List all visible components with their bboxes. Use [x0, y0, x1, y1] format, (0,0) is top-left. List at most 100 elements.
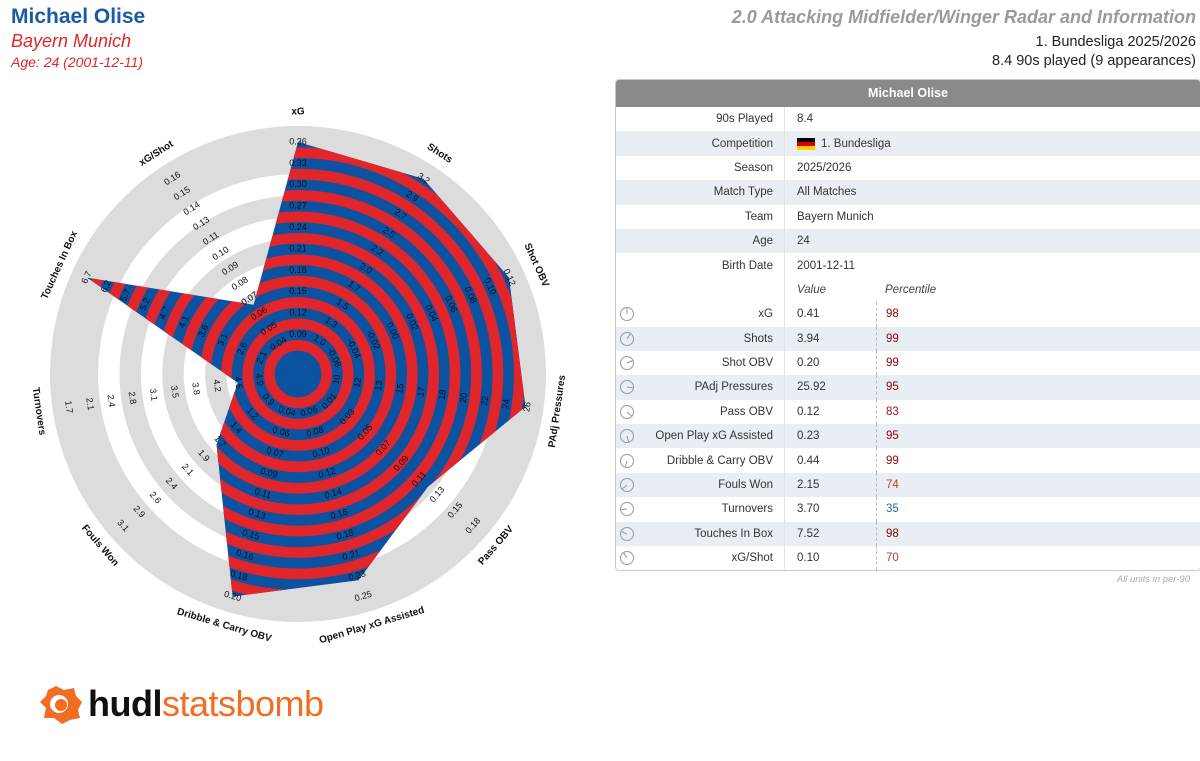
- radar-tick-label: 0.25: [353, 589, 373, 604]
- radar-tick-label: 2.4: [105, 394, 117, 408]
- dial-icon: [616, 306, 638, 322]
- radar-tick-label: 0.07: [265, 445, 285, 460]
- metric-value: 7.52: [784, 521, 876, 547]
- metric-value: 0.44: [784, 448, 876, 473]
- info-row-value: Bayern Munich: [784, 204, 874, 229]
- radar-tick-label: 0.06: [299, 404, 319, 419]
- info-row: Team Bayern Munich: [616, 204, 1200, 229]
- radar-tick-label: 17: [415, 386, 426, 397]
- radar-tick-label: 20: [458, 392, 469, 403]
- metric-row: Fouls Won 2.15 74: [616, 472, 1200, 498]
- dial-icon: [616, 501, 638, 517]
- radar-tick-label: 13: [373, 380, 384, 391]
- radar-chart: 0.09 0.12 0.15 0.18 0.21 0.24 0.27 0.30 0.33 0.36…: [30, 107, 568, 645]
- radar-tick-label: 6.7: [79, 270, 93, 286]
- metric-value: 0.41: [784, 302, 876, 327]
- radar-tick-label: 0.18: [289, 265, 307, 275]
- radar-tick-label: 0.16: [235, 548, 255, 563]
- info-row-label: Season: [733, 161, 773, 174]
- info-row-label: Age: [752, 235, 773, 248]
- radar-core: [280, 356, 316, 392]
- hudl-statsbomb-logo: hudl statsbomb: [40, 683, 324, 725]
- metric-row: Dribble & Carry OBV 0.44 99: [616, 448, 1200, 473]
- metric-column-header: Value Percentile: [616, 277, 1200, 303]
- dial-icon: [616, 404, 638, 420]
- competition-line: 1. Bundesliga 2025/2026: [1035, 34, 1196, 50]
- metric-percentile: 70: [876, 546, 899, 571]
- radar-tick-label: 2.8: [127, 391, 139, 405]
- info-row: 90s Played 8.4: [616, 107, 1200, 132]
- radar-tick-label: 0.18: [229, 568, 249, 583]
- metric-value: 2.15: [784, 472, 876, 498]
- radar-tick-label: 0.11: [253, 486, 272, 500]
- radar-tick-label: 4.5: [233, 376, 245, 390]
- metric-value: 0.10: [784, 546, 876, 571]
- info-row-label: Competition: [711, 137, 773, 150]
- info-row-label: Team: [744, 210, 773, 223]
- radar-tick-label: 0.15: [241, 527, 261, 542]
- metric-percentile: 95: [876, 424, 899, 449]
- info-row: Match Type All Matches: [616, 180, 1200, 205]
- metric-label: xG: [758, 308, 773, 321]
- metric-percentile: 98: [876, 302, 899, 327]
- radar-tick-label: 3.5: [169, 385, 181, 399]
- radar-tick-label: 0.15: [289, 286, 307, 296]
- metric-value: 25.92: [784, 375, 876, 400]
- info-rows: 90s Played 8.4 Competition 1. Bundesliga Sea…: [616, 107, 1200, 278]
- radar-tick-label: 0.10: [311, 445, 331, 460]
- info-row: Season 2025/2026: [616, 155, 1200, 181]
- radar-tick-label: 0.24: [289, 222, 307, 232]
- metric-percentile: 98: [876, 521, 899, 547]
- radar-axis-label: xG: [291, 107, 305, 118]
- info-row-value: 24: [784, 228, 810, 254]
- info-row: Age 24: [616, 228, 1200, 254]
- metric-rows: xG 0.41 98 Shots 3.94 99 Shot OBV 0.20 99 PAdj Pr…: [616, 302, 1200, 571]
- metric-label: Shots: [743, 332, 773, 345]
- radar-tick-label: 0.21: [289, 243, 307, 253]
- radar-tick-label: 22: [479, 395, 490, 406]
- table-title: Michael Olise: [616, 80, 1200, 107]
- info-row-label: 90s Played: [716, 113, 773, 126]
- radar-tick-label: 3.8: [190, 382, 202, 396]
- dial-icon: [616, 355, 638, 371]
- metric-percentile: 35: [876, 497, 899, 522]
- dial-icon: [616, 477, 638, 493]
- metric-row: Turnovers 3.70 35: [616, 497, 1200, 522]
- radar-tick-label: 6.2: [99, 278, 113, 294]
- metric-label: xG/Shot: [731, 552, 773, 565]
- metric-value: 3.70: [784, 497, 876, 522]
- metric-value: 0.23: [784, 424, 876, 449]
- metric-row: Open Play xG Assisted 0.23 95: [616, 424, 1200, 449]
- metric-label: Dribble & Carry OBV: [666, 454, 773, 467]
- radar-stripe: [242, 318, 354, 430]
- radar-tick-label: 1.7: [63, 400, 75, 414]
- metric-value: 0.12: [784, 399, 876, 425]
- info-row: Birth Date 2001-12-11: [616, 253, 1200, 278]
- radar-tick-label: 3.1: [148, 388, 160, 402]
- radar-tick-label: 5.2: [138, 296, 152, 312]
- radar-tick-label: 5.7: [118, 287, 132, 303]
- metric-label: Shot OBV: [721, 357, 773, 370]
- statsbomb-logo-icon: [40, 686, 82, 724]
- info-row-value: 2001-12-11: [784, 253, 855, 278]
- radar-tick-label: 0.14: [323, 486, 343, 501]
- metric-row: Pass OBV 0.12 83: [616, 399, 1200, 425]
- age-line: Age: 24 (2001-12-11): [11, 54, 144, 70]
- metric-percentile: 99: [876, 326, 899, 351]
- radar-stripe: [221, 297, 375, 451]
- germany-flag-icon: [797, 137, 815, 150]
- radar-tick-label: 0.13: [247, 507, 267, 522]
- info-row-value: 1. Bundesliga: [784, 131, 891, 156]
- radar-tick-label: 0.18: [335, 527, 355, 542]
- dial-icon: [616, 331, 638, 347]
- logo-hudl-text: hudl: [88, 683, 162, 724]
- minutes-line: 8.4 90s played (9 appearances): [992, 53, 1196, 69]
- radar-tick-label: 0.21: [341, 548, 361, 563]
- radar-axis-label: PAdj Pressures: [547, 374, 568, 448]
- value-column-header: Value: [784, 277, 876, 303]
- radar-tick-label: 24: [500, 398, 511, 409]
- dial-icon: [616, 550, 638, 566]
- info-row: Competition 1. Bundesliga: [616, 131, 1200, 156]
- radar-tick-label: 4.7: [157, 305, 171, 321]
- radar-tick-label: 10: [331, 374, 342, 385]
